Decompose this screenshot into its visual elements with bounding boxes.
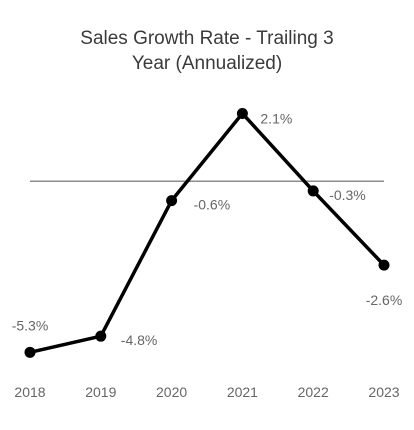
x-tick-label-2020: 2020 xyxy=(156,384,187,400)
data-label-2022: -0.3% xyxy=(329,187,366,203)
data-point-2022 xyxy=(307,185,319,197)
chart-title-line-2: Year (Annualized) xyxy=(131,53,283,74)
x-tick-label-2019: 2019 xyxy=(85,384,116,400)
data-point-2019 xyxy=(95,330,107,342)
data-point-2023 xyxy=(378,259,390,271)
x-tick-label-2023: 2023 xyxy=(368,384,399,400)
chart-title-line-1: Sales Growth Rate - Trailing 3 xyxy=(80,28,334,49)
data-label-2023: -2.6% xyxy=(366,292,403,308)
data-label-2021: 2.1% xyxy=(260,110,292,126)
data-label-2019: -4.8% xyxy=(121,332,158,348)
data-label-2018: -5.3% xyxy=(12,317,49,333)
x-tick-label-2022: 2022 xyxy=(298,384,329,400)
x-tick-label-2018: 2018 xyxy=(14,384,45,400)
data-point-2018 xyxy=(24,346,36,358)
x-tick-label-2021: 2021 xyxy=(227,384,258,400)
data-point-2021 xyxy=(236,107,248,119)
series-line xyxy=(28,111,386,355)
chart-title: Sales Growth Rate - Trailing 3 Year (Ann… xyxy=(0,26,414,76)
data-point-2020 xyxy=(166,195,178,207)
data-label-2020: -0.6% xyxy=(194,197,231,213)
